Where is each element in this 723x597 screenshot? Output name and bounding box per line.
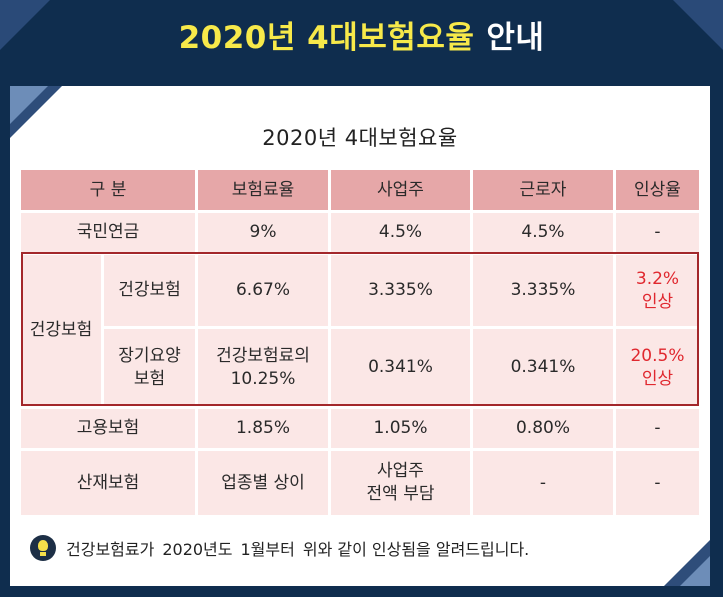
pension-employee: 4.5% <box>473 213 613 252</box>
pension-employer: 4.5% <box>331 213 470 252</box>
corner-decoration <box>673 0 723 50</box>
employment-increase: - <box>616 409 699 448</box>
ltc-increase-note: 인상 <box>641 368 674 389</box>
corner-decoration <box>10 86 48 124</box>
column-header-rate: 보험료율 <box>198 170 328 210</box>
employment-employee: 0.80% <box>473 409 613 448</box>
row-label-health: 건강보험 <box>104 255 195 326</box>
ltc-rate-line1: 건강보험료의 <box>216 345 310 366</box>
pension-rate: 9% <box>198 213 328 252</box>
row-label-pension: 국민연금 <box>21 213 195 252</box>
notice-part-4: 위와 같이 인상됨을 알려드립니다. <box>302 540 530 559</box>
ltc-increase: 20.5% 인상 <box>616 329 699 406</box>
column-header-increase: 인상율 <box>616 170 699 210</box>
health-employer: 3.335% <box>331 255 470 326</box>
row-label-industrial: 산재보험 <box>21 451 195 515</box>
health-increase-value: 3.2% <box>635 268 680 289</box>
corner-decoration <box>680 556 710 586</box>
ltc-increase-value: 20.5% <box>630 345 685 366</box>
corner-decoration <box>0 0 50 50</box>
industrial-employee: - <box>473 451 613 515</box>
employment-employer: 1.05% <box>331 409 470 448</box>
lightbulb-icon <box>30 535 56 561</box>
ltc-rate-line2: 10.25% <box>230 368 296 389</box>
notice-part-3: 1월부터 <box>240 540 295 559</box>
page-title: 2020년 4대보험요율 안내 <box>0 0 723 68</box>
page-title-suffix: 안내 <box>486 19 545 56</box>
page-title-highlight: 2020년 4대보험요율 <box>178 19 475 56</box>
ltc-label-line1: 장기요양 <box>118 345 181 366</box>
row-label-ltc: 장기요양 보험 <box>104 329 195 406</box>
ltc-rate: 건강보험료의 10.25% <box>198 329 328 406</box>
ltc-label-line2: 보험 <box>133 368 166 389</box>
notice-part-1: 건강보험료가 <box>66 540 155 559</box>
column-header-employer: 사업주 <box>331 170 470 210</box>
health-employee: 3.335% <box>473 255 613 326</box>
health-increase: 3.2% 인상 <box>616 255 699 326</box>
notice-part-2: 2020년도 <box>162 540 233 559</box>
pension-increase: - <box>616 213 699 252</box>
notice: 건강보험료가 2020년도 1월부터 위와 같이 인상됨을 알려드립니다. <box>30 535 529 561</box>
health-increase-note: 인상 <box>641 291 674 312</box>
ltc-employer: 0.341% <box>331 329 470 406</box>
highlight-border <box>21 252 699 406</box>
ltc-employee: 0.341% <box>473 329 613 406</box>
industrial-increase: - <box>616 451 699 515</box>
industrial-employer: 사업주 전액 부담 <box>331 451 470 515</box>
health-rate: 6.67% <box>198 255 328 326</box>
column-header-employee: 근로자 <box>473 170 613 210</box>
industrial-rate: 업종별 상이 <box>198 451 328 515</box>
employment-rate: 1.85% <box>198 409 328 448</box>
row-group-health: 건강보험 <box>21 255 101 406</box>
row-label-employment: 고용보험 <box>21 409 195 448</box>
table-title: 2020년 4대보험요율 <box>262 126 458 150</box>
industrial-employer-line2: 전액 부담 <box>366 484 435 504</box>
industrial-employer-line1: 사업주 <box>377 461 424 482</box>
column-header-category: 구 분 <box>21 170 195 210</box>
